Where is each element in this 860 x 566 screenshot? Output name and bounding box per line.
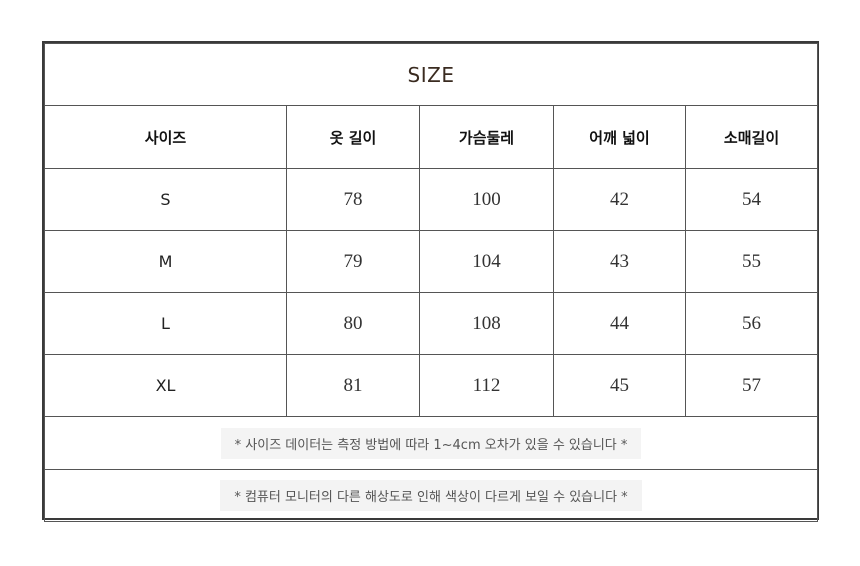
cell-sleeve: 55 <box>684 230 819 293</box>
title-row: SIZE <box>43 43 819 106</box>
cell-size: S <box>44 168 287 231</box>
cell-length: 80 <box>286 292 420 355</box>
header-row: 사이즈 옷 길이 가슴둘레 어깨 넓이 소매길이 <box>44 105 819 169</box>
cell-size: L <box>44 292 287 355</box>
cell-size: XL <box>44 354 287 417</box>
measurement-note: * 사이즈 데이터는 측정 방법에 따라 1~4cm 오차가 있을 수 있습니다… <box>220 427 642 459</box>
cell-shoulder: 44 <box>553 292 686 355</box>
table-row: XL 81 112 45 57 <box>44 354 819 417</box>
table-row: S 78 100 42 54 <box>44 168 819 231</box>
cell-chest: 104 <box>419 230 554 293</box>
cell-shoulder: 42 <box>553 168 686 231</box>
note-row: * 컴퓨터 모니터의 다른 해상도로 인해 색상이 다르게 보일 수 있습니다 … <box>43 469 819 522</box>
color-note: * 컴퓨터 모니터의 다른 해상도로 인해 색상이 다르게 보일 수 있습니다 … <box>220 480 642 511</box>
cell-chest: 112 <box>419 354 554 417</box>
cell-chest: 108 <box>419 292 554 355</box>
header-shoulder: 어깨 넓이 <box>553 105 686 169</box>
header-length: 옷 길이 <box>286 105 420 169</box>
cell-chest: 100 <box>419 168 554 231</box>
cell-sleeve: 56 <box>684 292 819 355</box>
cell-sleeve: 54 <box>684 168 819 231</box>
size-table: SIZE 사이즈 옷 길이 가슴둘레 어깨 넓이 소매길이 S 78 100 4… <box>43 43 819 522</box>
cell-length: 79 <box>286 230 420 293</box>
cell-length: 81 <box>286 354 420 417</box>
cell-shoulder: 43 <box>553 230 686 293</box>
cell-size: M <box>44 230 287 293</box>
header-sleeve: 소매길이 <box>684 105 819 169</box>
table-row: L 80 108 44 56 <box>44 292 819 355</box>
table-row: M 79 104 43 55 <box>44 230 819 293</box>
header-chest: 가슴둘레 <box>419 105 554 169</box>
note-row: * 사이즈 데이터는 측정 방법에 따라 1~4cm 오차가 있을 수 있습니다… <box>43 416 819 470</box>
header-size: 사이즈 <box>44 105 287 169</box>
cell-sleeve: 57 <box>684 354 819 417</box>
chart-title: SIZE <box>43 43 819 106</box>
size-chart: SIZE 사이즈 옷 길이 가슴둘레 어깨 넓이 소매길이 S 78 100 4… <box>42 41 819 522</box>
cell-shoulder: 45 <box>553 354 686 417</box>
cell-length: 78 <box>286 168 420 231</box>
